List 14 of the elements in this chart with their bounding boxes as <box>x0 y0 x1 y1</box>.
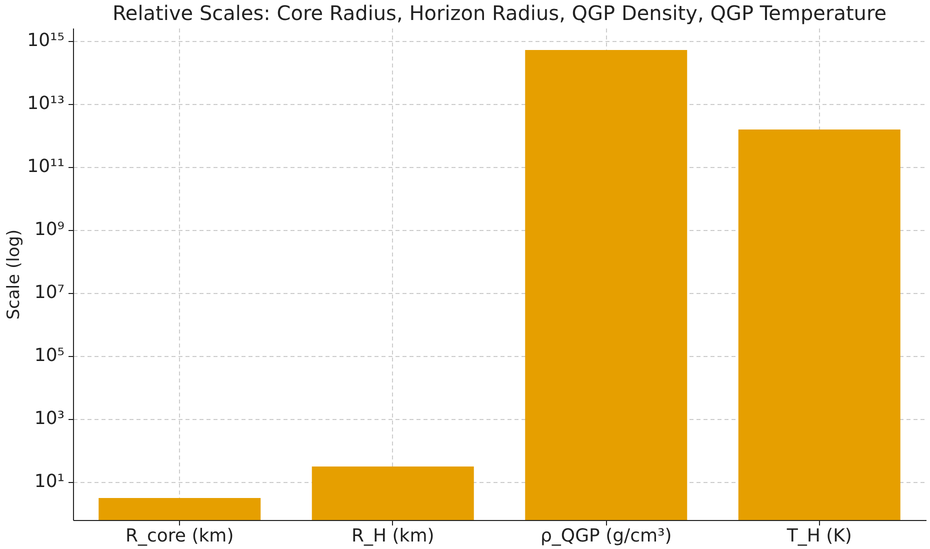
y-tick-label: 10¹³ <box>27 93 64 114</box>
y-tick-label: 10⁵ <box>34 345 64 366</box>
y-tick-label: 10⁹ <box>34 219 64 240</box>
y-tick-label: 10³ <box>34 408 64 430</box>
y-tick-label: 10⁷ <box>34 282 64 304</box>
x-tick-label: R_core (km) <box>126 526 234 546</box>
y-tick-label: 10¹ <box>34 471 64 492</box>
x-tick-label: R_H (km) <box>351 526 434 546</box>
x-tick-label: ρ_QGP (g/cm³) <box>540 526 672 546</box>
y-tick-label: 10¹⁵ <box>27 30 64 52</box>
chart-title: Relative Scales: Core Radius, Horizon Radius, QGP Density, QGP Temperature <box>112 1 887 25</box>
y-tick-label: 10¹¹ <box>27 156 64 178</box>
x-tick-label: T_H (K) <box>786 526 852 546</box>
y-axis-title: Scale (log) <box>4 229 24 320</box>
